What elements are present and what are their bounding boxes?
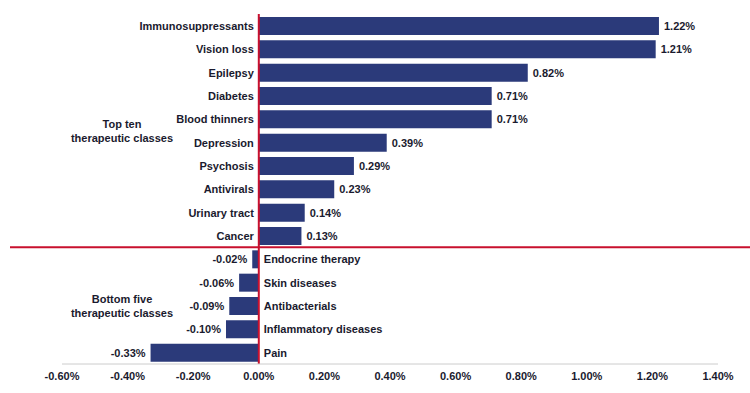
svg-text:-0.40%: -0.40% (110, 370, 145, 382)
svg-text:0.14%: 0.14% (310, 207, 341, 219)
svg-text:Endocrine therapy: Endocrine therapy (264, 253, 361, 265)
svg-text:0.39%: 0.39% (392, 137, 423, 149)
svg-text:-0.20%: -0.20% (176, 370, 211, 382)
svg-text:0.29%: 0.29% (359, 160, 390, 172)
svg-text:Antivirals: Antivirals (204, 183, 254, 195)
svg-text:0.71%: 0.71% (497, 113, 528, 125)
svg-text:1.20%: 1.20% (637, 370, 668, 382)
svg-text:0.13%: 0.13% (306, 230, 337, 242)
svg-text:therapeutic classes: therapeutic classes (71, 132, 173, 144)
svg-text:-0.09%: -0.09% (189, 300, 224, 312)
svg-text:Bottom five: Bottom five (92, 293, 153, 305)
svg-text:-0.02%: -0.02% (212, 253, 247, 265)
svg-text:Pain: Pain (264, 347, 288, 359)
svg-text:-0.33%: -0.33% (111, 347, 146, 359)
svg-text:0.80%: 0.80% (506, 370, 537, 382)
svg-text:Cancer: Cancer (217, 230, 255, 242)
svg-text:-0.10%: -0.10% (186, 323, 221, 335)
svg-text:0.60%: 0.60% (440, 370, 471, 382)
svg-text:Inflammatory diseases: Inflammatory diseases (264, 323, 383, 335)
svg-text:1.21%: 1.21% (661, 43, 692, 55)
svg-text:0.82%: 0.82% (533, 67, 564, 79)
svg-text:Urinary tract: Urinary tract (188, 207, 254, 219)
svg-text:0.23%: 0.23% (339, 183, 370, 195)
svg-text:-0.06%: -0.06% (199, 277, 234, 289)
svg-text:0.71%: 0.71% (497, 90, 528, 102)
svg-text:Top ten: Top ten (103, 118, 142, 130)
svg-text:therapeutic classes: therapeutic classes (71, 307, 173, 319)
svg-text:Vision loss: Vision loss (196, 43, 254, 55)
svg-text:0.20%: 0.20% (309, 370, 340, 382)
svg-text:1.00%: 1.00% (571, 370, 602, 382)
svg-text:0.40%: 0.40% (374, 370, 405, 382)
svg-text:0.00%: 0.00% (243, 370, 274, 382)
svg-text:Blood thinners: Blood thinners (176, 113, 254, 125)
svg-text:Antibacterials: Antibacterials (264, 300, 337, 312)
svg-text:Diabetes: Diabetes (208, 90, 254, 102)
svg-text:Epilepsy: Epilepsy (209, 67, 255, 79)
svg-text:Skin diseases: Skin diseases (264, 277, 337, 289)
svg-text:1.40%: 1.40% (702, 370, 733, 382)
svg-text:Immunosuppressants: Immunosuppressants (139, 20, 253, 32)
svg-text:Psychosis: Psychosis (199, 160, 253, 172)
svg-text:Depression: Depression (194, 137, 254, 149)
svg-text:1.22%: 1.22% (664, 20, 695, 32)
svg-text:-0.60%: -0.60% (45, 370, 80, 382)
